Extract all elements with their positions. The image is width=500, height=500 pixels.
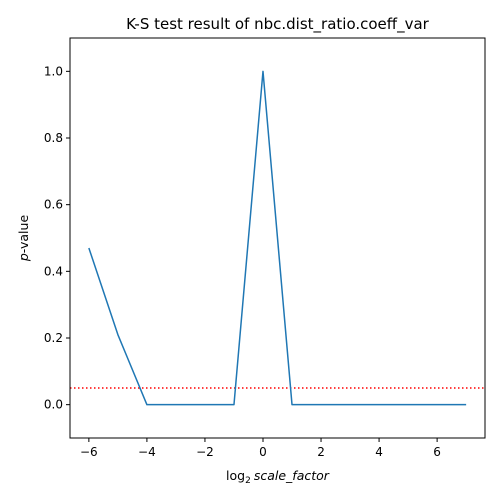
y-axis-label: p-value [16,215,31,263]
x-axis-label: log2 scale_factor [226,468,330,486]
y-axis: 0.0 0.2 0.4 0.6 0.8 1.0 [44,64,70,412]
x-axis-label-subscript: 2 [245,476,251,486]
x-tick-label: −2 [196,445,214,459]
y-tick-label: 0.8 [44,131,63,145]
chart-title: K-S test result of nbc.dist_ratio.coeff_… [126,15,430,34]
y-tick-label: 0.4 [44,264,63,278]
y-tick-label: 1.0 [44,64,63,78]
x-tick-label: 4 [375,445,383,459]
plot-frame [69,37,486,439]
x-tick-label: 2 [317,445,325,459]
y-axis-label-p: p [16,253,31,262]
y-tick-label: 0.0 [44,398,63,412]
x-tick-label: 6 [433,445,441,459]
x-tick-label: −4 [138,445,156,459]
y-tick-label: 0.6 [44,198,63,212]
y-axis-label-rest: -value [16,215,31,254]
plot-area [70,70,485,406]
x-tick-label: −6 [80,445,98,459]
x-axis-label-prefix: log [226,468,245,483]
x-tick-label: 0 [259,445,267,459]
y-tick-label: 0.2 [44,331,63,345]
x-axis: −6 −4 −2 0 2 4 6 [80,438,441,459]
x-axis-label-variable: scale_factor [254,468,330,483]
series-line [88,70,467,406]
